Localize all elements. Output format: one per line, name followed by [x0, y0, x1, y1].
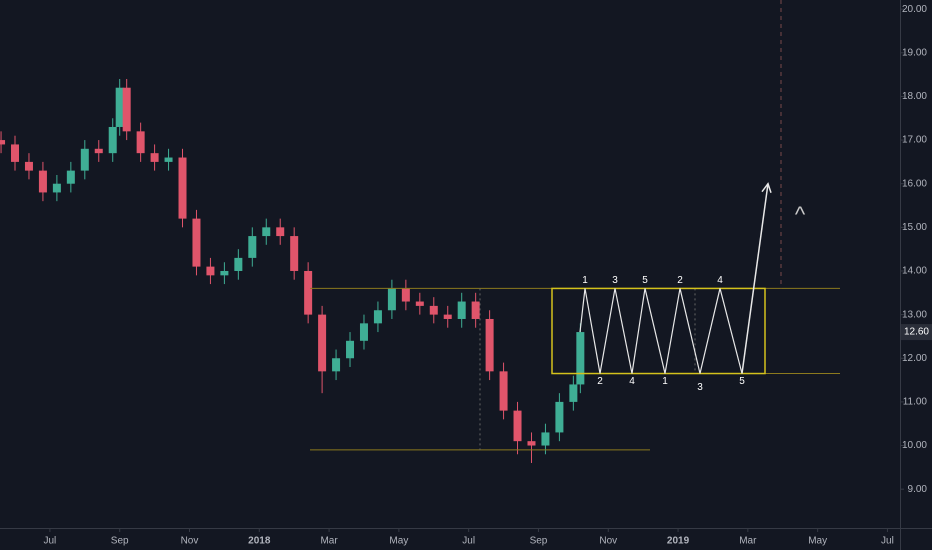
wave-label: 3: [612, 275, 618, 286]
candle-body: [206, 266, 215, 276]
marker: ^: [795, 202, 806, 227]
y-tick-label: 11.00: [903, 397, 928, 408]
y-tick-label: 17.00: [902, 135, 927, 146]
candle-body: [122, 87, 131, 132]
x-tick-label: Nov: [599, 536, 617, 547]
x-tick-label: 2019: [667, 536, 690, 547]
candle-body: [569, 384, 578, 402]
candle-body: [178, 157, 187, 219]
candle-body: [346, 340, 355, 359]
candle-body: [248, 236, 257, 258]
candle-body: [80, 148, 89, 171]
candle-body: [373, 310, 382, 324]
x-tick-label: Mar: [320, 536, 338, 547]
candle-body: [66, 170, 75, 184]
candle-body: [24, 161, 33, 171]
y-tick-label: 16.00: [902, 178, 927, 189]
wave-label: 5: [642, 275, 648, 286]
candle-body: [276, 227, 285, 237]
candle-body: [415, 301, 424, 306]
candle-body: [164, 157, 173, 162]
x-tick-label: Jul: [462, 536, 475, 547]
y-tick-label: 9.00: [908, 484, 928, 495]
candle-body: [192, 218, 201, 267]
candle-body: [332, 358, 341, 372]
wave-label: 2: [677, 275, 683, 286]
candle-body: [11, 144, 20, 162]
arrow-head: [761, 182, 772, 193]
candle-body: [234, 257, 243, 271]
last-price-label: 12.60: [904, 327, 929, 338]
candle-body: [387, 288, 396, 311]
y-tick-label: 20.00: [902, 4, 927, 15]
candle-body: [115, 87, 124, 127]
candle-body: [304, 270, 313, 315]
candle-body: [513, 410, 522, 442]
candle-body: [471, 301, 480, 319]
y-tick-label: 10.00: [902, 440, 927, 451]
candle-body: [527, 441, 536, 446]
y-tick-label: 19.00: [902, 47, 927, 58]
zigzag: [579, 288, 743, 374]
candle-body: [290, 236, 299, 271]
candle-body: [262, 227, 271, 237]
candle-body: [0, 140, 6, 145]
candle-body: [38, 170, 47, 193]
candle-body: [401, 288, 410, 302]
wave-label: 3: [697, 382, 703, 393]
x-tick-label: Sep: [530, 536, 548, 547]
candle-body: [318, 314, 327, 372]
candle-body: [555, 401, 564, 433]
wave-label: 4: [717, 275, 723, 286]
candle-body: [576, 332, 585, 385]
candle-body: [94, 148, 103, 154]
x-tick-label: 2018: [248, 536, 271, 547]
candle-body: [457, 301, 466, 319]
target-arrow: [741, 183, 769, 374]
candle-body: [359, 323, 368, 341]
candle-body: [429, 305, 438, 315]
candle-body: [220, 270, 229, 276]
candle-body: [443, 314, 452, 319]
range-box: [551, 287, 766, 375]
candle-body: [485, 318, 494, 372]
wave-label: 4: [629, 376, 635, 387]
y-tick-label: 13.00: [902, 309, 927, 320]
y-tick-label: 15.00: [902, 222, 927, 233]
wave-label: 1: [582, 275, 588, 286]
wave-label: 5: [739, 376, 745, 387]
y-tick-label: 14.00: [902, 266, 927, 277]
x-tick-label: Jul: [44, 536, 57, 547]
candle-body: [541, 432, 550, 446]
wave-label: 1: [662, 376, 668, 387]
x-tick-label: Jul: [881, 536, 894, 547]
candle-body: [136, 131, 145, 154]
x-tick-label: May: [389, 536, 408, 547]
last-price-box: [901, 324, 932, 341]
x-tick-label: Nov: [181, 536, 199, 547]
candle-body: [52, 183, 61, 193]
x-tick-label: May: [808, 536, 827, 547]
y-tick-label: 18.00: [902, 91, 927, 102]
wave-label: 2: [597, 376, 603, 387]
candle-body: [108, 126, 117, 154]
candle-body: [499, 371, 508, 411]
x-tick-label: Sep: [111, 536, 129, 547]
y-tick-label: 12.00: [902, 353, 927, 364]
candle-body: [150, 153, 159, 162]
x-tick-label: Mar: [739, 536, 757, 547]
